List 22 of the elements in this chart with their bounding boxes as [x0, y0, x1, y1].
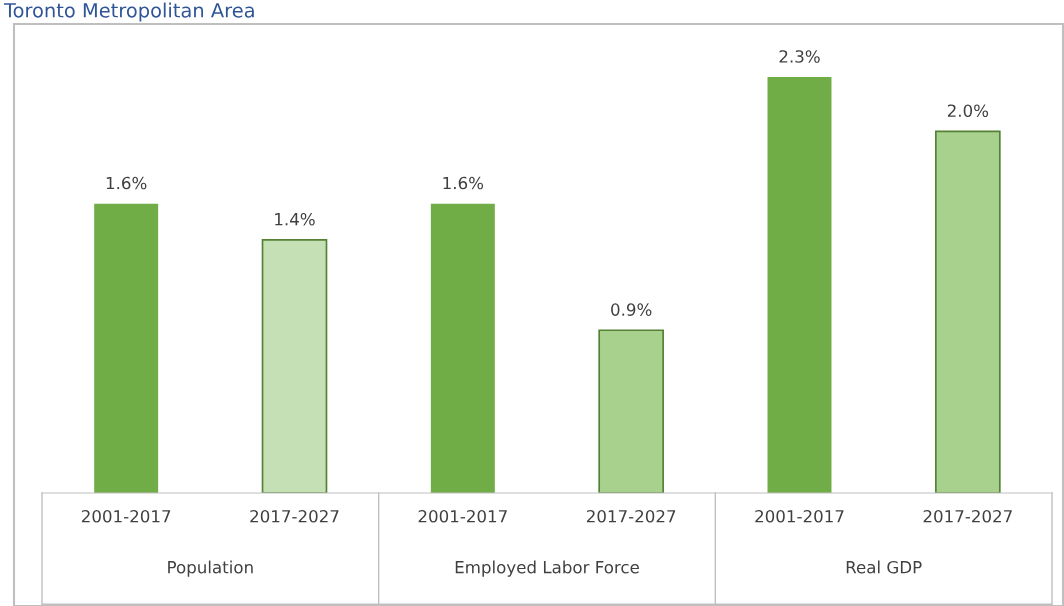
x-tick-label: 2017-2027: [586, 509, 676, 523]
bar: [598, 329, 664, 493]
bar: [94, 203, 159, 493]
chart-title: Toronto Metropolitan Area: [3, 2, 254, 22]
x-tick-label: 2001-2017: [81, 509, 171, 523]
bar: [261, 239, 328, 493]
text: Employed Labor Force: [455, 560, 639, 577]
data-label: 2.3%: [779, 50, 820, 63]
text: Real GDP: [846, 560, 922, 574]
data-label: 2.0%: [947, 104, 989, 118]
data-label: 0.9%: [611, 303, 652, 316]
bar: [767, 77, 832, 493]
data-label: 1.6%: [106, 176, 147, 190]
text: Population: [168, 560, 253, 577]
data-label: 1.6%: [443, 176, 484, 190]
data-label: 1.4%: [275, 212, 315, 226]
x-tick-label: 2017-2027: [923, 509, 1012, 523]
x-tick-label: 2001-2017: [418, 509, 507, 523]
x-tick-label: 2017-2027: [250, 509, 339, 523]
bar: [430, 203, 495, 493]
x-tick-label: 2001-2017: [755, 509, 844, 523]
bar: [935, 130, 1001, 493]
